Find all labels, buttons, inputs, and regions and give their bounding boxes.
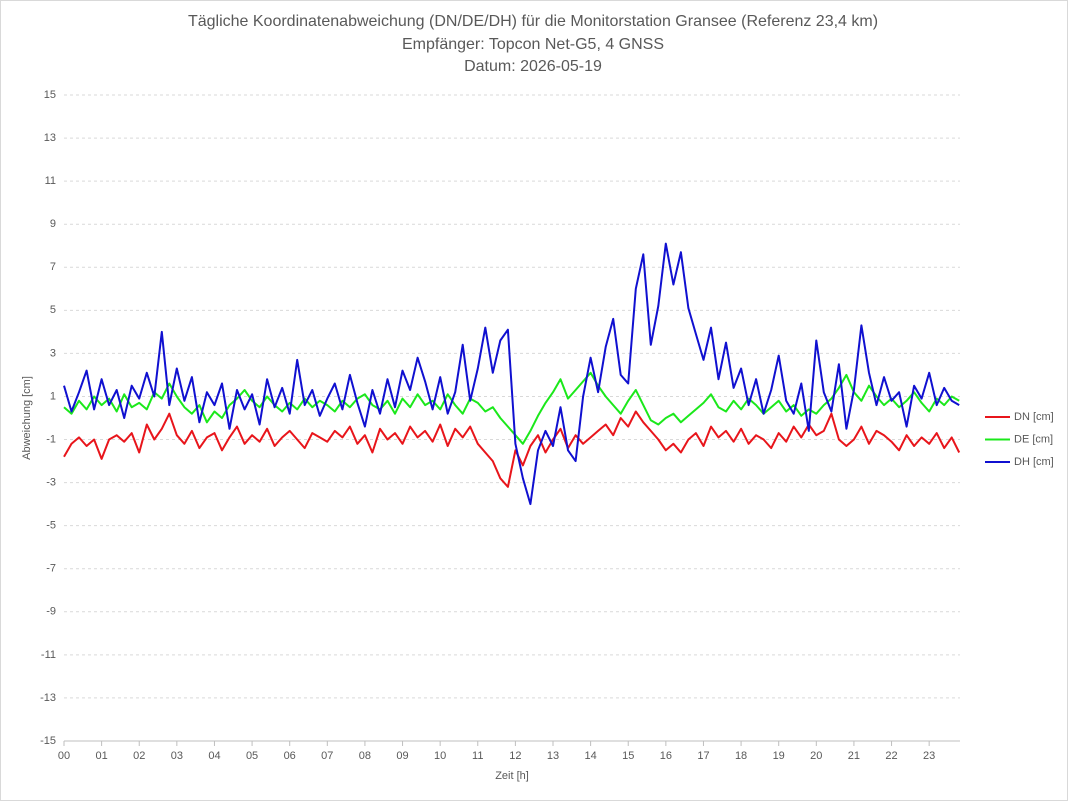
x-tick-label: 02 [133, 750, 145, 762]
y-tick-label: 11 [45, 175, 56, 187]
x-tick-label: 07 [321, 750, 333, 762]
x-tick-label: 16 [660, 750, 672, 762]
chart-title: Tägliche Koordinatenabweichung (DN/DE/DH… [188, 13, 878, 30]
y-tick-label: -1 [46, 433, 56, 445]
x-tick-label: 09 [396, 750, 408, 762]
x-tick-label: 05 [246, 750, 258, 762]
x-axis-label: Zeit [h] [495, 770, 529, 782]
y-tick-label: 3 [50, 347, 56, 359]
chart-date: Datum: 2026-05-19 [464, 58, 602, 75]
x-tick-label: 20 [810, 750, 822, 762]
x-tick-label: 04 [208, 750, 220, 762]
y-tick-label: -5 [46, 520, 56, 532]
x-tick-label: 08 [359, 750, 371, 762]
x-tick-label: 14 [584, 750, 596, 762]
x-tick-label: 12 [509, 750, 521, 762]
y-tick-label: 7 [50, 261, 56, 273]
x-tick-label: 19 [773, 750, 785, 762]
x-tick-label: 17 [697, 750, 709, 762]
x-tick-label: 22 [885, 750, 897, 762]
x-tick-label: 06 [284, 750, 296, 762]
x-tick-label: 23 [923, 750, 935, 762]
y-tick-label: 15 [44, 89, 56, 101]
y-tick-label: -7 [46, 563, 56, 575]
x-tick-label: 18 [735, 750, 747, 762]
y-tick-label: -11 [41, 649, 56, 661]
y-tick-label: -3 [46, 477, 56, 489]
legend-label: DN [cm] [1014, 411, 1054, 423]
chart-subtitle: Empfänger: Topcon Net-G5, 4 GNSS [402, 36, 664, 53]
x-tick-label: 10 [434, 750, 446, 762]
y-tick-label: 9 [50, 218, 56, 230]
y-axis-label: Abweichung [cm] [21, 376, 33, 460]
y-tick-label: -15 [40, 735, 56, 747]
legend-label: DH [cm] [1014, 456, 1054, 468]
data-line [63, 242, 960, 506]
y-tick-label: -13 [40, 692, 56, 704]
x-tick-label: 13 [547, 750, 559, 762]
y-tick-label: -9 [46, 606, 56, 618]
legend-label: DE [cm] [1014, 433, 1053, 445]
y-tick-label: 13 [44, 132, 56, 144]
x-tick-label: 15 [622, 750, 634, 762]
y-tick-label: 1 [50, 390, 56, 402]
x-tick-label: 21 [848, 750, 860, 762]
y-tick-label: 5 [50, 304, 56, 316]
x-tick-label: 11 [472, 750, 483, 762]
x-tick-label: 01 [95, 750, 107, 762]
x-tick-label: 03 [171, 750, 183, 762]
x-tick-label: 00 [58, 750, 70, 762]
